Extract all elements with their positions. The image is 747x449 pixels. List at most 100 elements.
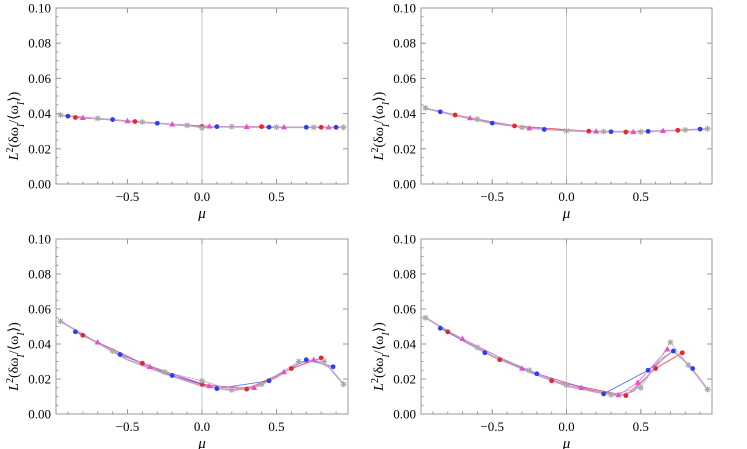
data-point-red (199, 381, 205, 387)
y-axis-label: L2(δωI/⟨ωI⟩) (370, 322, 392, 392)
data-point-blue (697, 126, 703, 132)
data-point-blue (601, 391, 607, 397)
data-point-red (452, 112, 458, 118)
x-tick-label: −0.5 (480, 189, 504, 204)
y-tick-label: 0.10 (28, 1, 51, 16)
data-point-magenta (310, 356, 317, 362)
data-point-gray (563, 382, 570, 389)
data-point-blue (482, 350, 488, 356)
x-axis-label: μ (562, 206, 571, 222)
y-tick-label: 0.10 (393, 232, 416, 247)
y-tick-label: 0.02 (393, 372, 416, 387)
y-tick-label: 0.06 (28, 71, 51, 86)
data-point-red (497, 357, 503, 363)
x-axis-label: μ (197, 436, 206, 449)
y-axis-label: L2(δωI/⟨ωI⟩) (5, 91, 27, 161)
data-point-gray (682, 126, 689, 133)
data-point-blue (303, 357, 309, 363)
data-point-red (288, 366, 294, 371)
data-point-gray (600, 128, 607, 135)
data-point-gray (228, 123, 235, 130)
data-point-gray (526, 367, 533, 374)
y-tick-label: 0.06 (28, 302, 51, 317)
data-point-magenta (280, 368, 287, 375)
y-tick-label: 0.00 (28, 407, 51, 422)
data-point-blue (214, 124, 220, 130)
x-tick-label: −0.5 (116, 419, 140, 434)
data-point-gray (199, 377, 205, 384)
y-tick-label: 0.00 (28, 177, 51, 192)
x-tick-label: −0.5 (480, 419, 504, 434)
data-point-red (623, 393, 629, 399)
y-tick-label: 0.10 (393, 1, 416, 16)
data-point-magenta (251, 384, 258, 390)
data-point-gray (139, 119, 146, 126)
data-point-blue (333, 124, 339, 130)
data-point-magenta (578, 384, 585, 390)
data-point-gray (340, 124, 347, 131)
data-point-blue (437, 325, 443, 331)
series-line-magenta (462, 338, 668, 396)
data-point-blue (214, 386, 220, 392)
data-point-blue (330, 364, 336, 370)
x-tick-label: 0.0 (194, 189, 210, 204)
x-tick-label: 0.0 (194, 419, 210, 434)
data-point-gray (474, 116, 481, 123)
data-point-gray (57, 318, 64, 325)
data-point-blue (72, 329, 78, 335)
data-point-gray (295, 358, 302, 365)
data-point-magenta (518, 365, 525, 371)
data-point-gray (184, 122, 191, 129)
x-tick-label: 0.5 (633, 189, 649, 204)
data-point-blue (266, 124, 272, 130)
data-point-magenta (459, 335, 466, 341)
chart-panel-top-left: 0.00 0.02 0.04 0.06 0.08 0.10 −0.5 0.0 0.5 μ L2(δω… (5, 1, 349, 222)
data-point-gray (422, 104, 429, 111)
data-point-red (318, 124, 324, 130)
data-point-blue (534, 371, 540, 377)
data-point-magenta (146, 363, 153, 369)
data-point-red (586, 128, 592, 134)
data-point-blue (154, 120, 160, 126)
data-point-blue (670, 348, 676, 354)
y-tick-label: 0.06 (393, 302, 416, 317)
data-point-magenta (206, 382, 213, 389)
y-tick-label: 0.06 (393, 71, 416, 86)
data-point-red (244, 386, 250, 392)
data-point-blue (437, 109, 443, 115)
data-point-magenta (243, 123, 250, 129)
data-point-gray (57, 112, 64, 119)
y-tick-label: 0.08 (28, 36, 51, 51)
data-point-magenta (466, 114, 473, 121)
data-point-blue (690, 366, 696, 371)
y-tick-label: 0.00 (393, 407, 416, 422)
data-point-blue (266, 378, 272, 384)
data-point-magenta (615, 391, 622, 398)
y-tick-label: 0.04 (28, 106, 51, 121)
y-tick-label: 0.08 (393, 36, 416, 51)
data-point-gray (685, 362, 692, 368)
data-point-gray (258, 381, 265, 388)
data-point-blue (65, 113, 71, 119)
data-point-red (132, 119, 138, 124)
y-tick-label: 0.04 (28, 337, 51, 352)
data-point-red (512, 123, 517, 129)
y-tick-label: 0.10 (28, 232, 51, 247)
data-point-red (679, 350, 685, 356)
data-point-blue (489, 120, 495, 126)
data-point-red (72, 115, 78, 120)
chart-panel-top-right: 0.00 0.02 0.04 0.06 0.08 0.10 −0.5 0.0 0.5 μ L2(δω… (370, 1, 713, 222)
series-line-blue (440, 111, 701, 133)
y-tick-label: 0.04 (393, 337, 416, 352)
data-point-blue (541, 127, 547, 132)
data-point-red (259, 124, 264, 130)
data-point-gray (310, 124, 317, 131)
x-tick-label: −0.5 (116, 189, 140, 204)
data-point-gray (228, 386, 235, 393)
data-point-gray (340, 381, 347, 388)
data-point-gray (637, 128, 644, 135)
data-point-magenta (526, 125, 533, 131)
data-point-magenta (634, 379, 641, 385)
x-tick-label: 0.5 (633, 419, 649, 434)
data-point-magenta (94, 339, 101, 345)
